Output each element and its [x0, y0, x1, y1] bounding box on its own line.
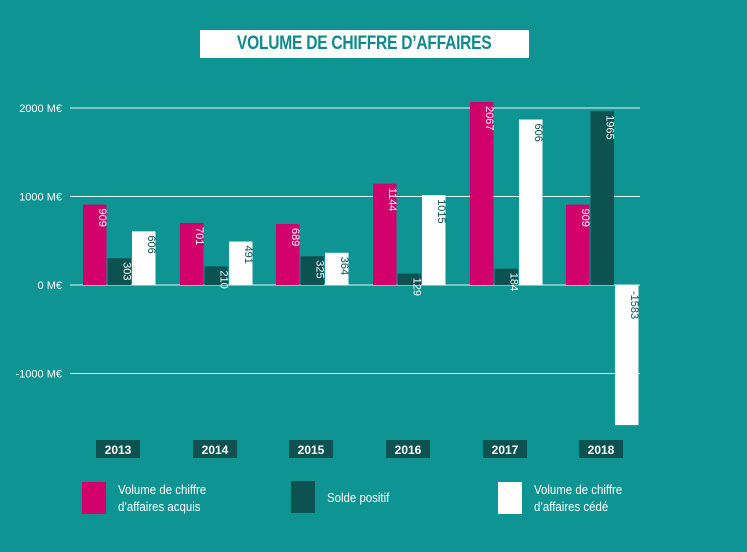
bar-cede-2014 — [229, 241, 253, 285]
bar-acquis-2014 — [180, 222, 204, 285]
bar-cede-2013 — [132, 231, 156, 285]
legend-swatch-acquis — [82, 482, 106, 514]
data-label-solde-2017: 184 — [507, 273, 519, 291]
year-box-2017 — [483, 440, 527, 458]
legend-swatch-solde — [291, 481, 315, 513]
data-label-cede-2015: 364 — [338, 257, 350, 275]
chart-title: VOLUME DE CHIFFRE D’AFFAIRES — [237, 33, 492, 54]
x-tick-label: 2017 — [492, 443, 519, 457]
bar-solde-2018 — [590, 111, 614, 285]
bar-solde-2014 — [204, 266, 228, 285]
data-label-acquis-2018: 909 — [579, 209, 591, 227]
data-label-solde-2013: 303 — [120, 262, 132, 280]
legend-label-solde: Solde positif — [327, 489, 390, 505]
data-label-acquis-2017: 2067 — [483, 106, 495, 130]
data-label-solde-2014: 210 — [217, 270, 229, 288]
data-label-acquis-2016: 1144 — [386, 188, 398, 212]
y-tick-label: 1000 M€ — [19, 192, 62, 204]
data-label-acquis-2015: 689 — [289, 228, 301, 246]
y-tick-label: 0 M€ — [38, 280, 62, 292]
legend-label-acquis: Volume de chiffre d’affaires acquis — [118, 482, 207, 514]
y-tick-label: -1000 M€ — [16, 369, 62, 381]
year-box-2013 — [96, 440, 140, 458]
bar-cede-2016 — [422, 195, 446, 285]
data-label-cede-2016: 1015 — [435, 199, 447, 223]
year-box-2015 — [289, 440, 333, 458]
data-label-cede-2013: 606 — [145, 235, 157, 253]
x-tick-label: 2018 — [588, 443, 615, 457]
bar-cede-2015 — [325, 252, 349, 285]
year-box-2018 — [579, 440, 623, 458]
x-tick-label: 2015 — [298, 443, 325, 457]
x-tick-label: 2013 — [105, 443, 132, 457]
bar-acquis-2015 — [276, 224, 300, 285]
legend-label-cede: Volume de chiffre d’affaires cédé — [534, 482, 623, 514]
data-label-cede-2017: 606 — [532, 124, 544, 142]
data-label-acquis-2014: 701 — [193, 227, 205, 245]
bar-solde-2017 — [494, 268, 518, 285]
data-label-cede-2018: -1583 — [628, 291, 640, 319]
x-tick-label: 2016 — [395, 443, 422, 457]
data-label-solde-2015: 325 — [313, 260, 325, 278]
bar-cede-2017 — [519, 119, 543, 285]
data-label-solde-2016: 129 — [410, 278, 422, 296]
legend-item-acquis: Volume de chiffre d’affaires acquis — [82, 481, 218, 515]
bar-acquis-2018 — [566, 204, 590, 285]
bar-solde-2015 — [300, 256, 324, 285]
legend-swatch-cede — [498, 482, 522, 514]
year-box-2014 — [193, 440, 237, 458]
legend-item-solde: Solde positif — [291, 481, 398, 513]
bar-solde-2013 — [107, 258, 131, 285]
bar-acquis-2016 — [373, 183, 397, 285]
y-tick-label: 2000 M€ — [19, 103, 62, 115]
bar-acquis-2017 — [470, 102, 494, 286]
legend-item-cede: Volume de chiffre d’affaires cédé — [498, 481, 634, 515]
data-label-acquis-2013: 909 — [96, 209, 108, 227]
bar-solde-2016 — [397, 273, 421, 285]
data-label-cede-2014: 491 — [242, 246, 254, 264]
bar-cede-2018 — [615, 285, 639, 426]
chart-title-box: VOLUME DE CHIFFRE D’AFFAIRES — [200, 30, 529, 58]
bar-acquis-2013 — [83, 204, 107, 285]
data-label-solde-2018: 1965 — [603, 115, 615, 139]
year-box-2016 — [386, 440, 430, 458]
x-tick-label: 2014 — [202, 443, 229, 457]
